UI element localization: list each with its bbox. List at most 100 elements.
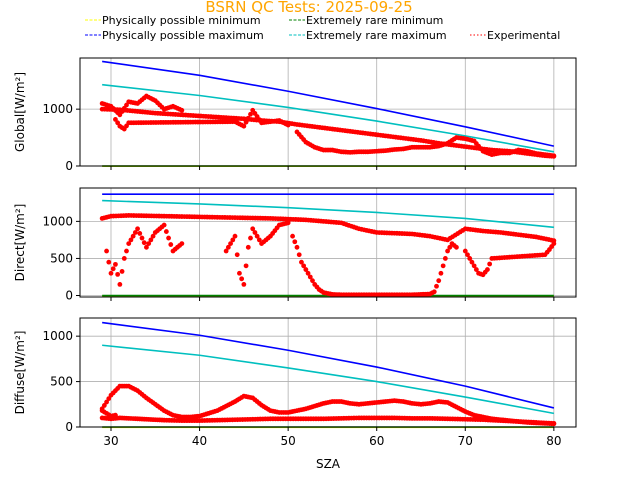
experimental-point xyxy=(471,263,477,269)
axes-frame xyxy=(79,317,577,428)
experimental-point xyxy=(115,120,121,126)
experimental-point xyxy=(126,241,132,247)
experimental-point xyxy=(294,244,300,250)
experimental-point xyxy=(144,244,149,250)
y-tick-label: 1000 xyxy=(42,329,73,343)
experimental-point xyxy=(290,233,295,239)
experimental-point xyxy=(119,269,125,274)
experimental-point xyxy=(285,220,291,226)
experimental-point xyxy=(465,252,470,258)
legend-entry: Extremely rare minimum xyxy=(289,14,443,27)
experimental-point xyxy=(230,237,236,243)
experimental-point xyxy=(113,412,118,418)
experimental-point xyxy=(296,252,302,258)
experimental-point xyxy=(113,261,118,267)
y-tick-label: 500 xyxy=(50,251,73,265)
series-line xyxy=(102,321,555,409)
experimental-point xyxy=(121,256,127,261)
series-line xyxy=(102,344,555,415)
experimental-point xyxy=(285,122,291,128)
experimental-point xyxy=(228,241,233,247)
legend-label: Extremely rare minimum xyxy=(306,14,443,27)
experimental-point xyxy=(469,259,475,265)
experimental-point xyxy=(179,241,185,247)
experimental-point xyxy=(115,271,121,277)
series-line xyxy=(102,199,554,229)
experimental-point xyxy=(179,107,185,113)
experimental-point xyxy=(108,270,114,276)
experimental-point xyxy=(135,226,140,232)
experimental-point xyxy=(124,248,129,254)
chart-title: BSRN QC Tests: 2025-09-25 xyxy=(205,0,412,16)
panel: 0 1000 Global[W/m²] xyxy=(13,57,577,173)
experimental-point xyxy=(110,266,116,272)
experimental-point xyxy=(113,116,118,122)
experimental-point xyxy=(234,252,240,258)
axes-frame xyxy=(79,57,577,167)
experimental-point xyxy=(467,256,473,261)
experimental-point xyxy=(307,274,313,280)
experimental-point xyxy=(473,267,479,272)
experimental-point xyxy=(104,248,109,254)
experimental-point xyxy=(241,123,247,129)
experimental-point xyxy=(248,235,253,241)
experimental-point xyxy=(139,235,145,241)
experimental-point xyxy=(239,276,245,282)
experimental-point xyxy=(117,281,123,287)
experimental-point xyxy=(168,242,174,247)
x-tick-label: 60 xyxy=(369,434,384,448)
x-axis-label: SZA xyxy=(316,457,341,471)
experimental-point xyxy=(447,244,453,250)
experimental-point xyxy=(487,261,493,267)
experimental-point xyxy=(223,248,229,254)
experimental-point xyxy=(434,283,439,289)
panels: 0 1000 Global[W/m²] 0 500 1000 Direct[W/m²] 0 50… xyxy=(13,57,577,448)
y-tick-label: 1000 xyxy=(42,214,73,228)
experimental-point xyxy=(248,111,253,117)
legend-label: Physically possible maximum xyxy=(102,29,264,42)
legend-label: Experimental xyxy=(487,29,560,42)
legend: Physically possible minimum Physically po… xyxy=(85,14,560,42)
experimental-point xyxy=(141,240,147,246)
experimental-point xyxy=(137,231,143,236)
legend-entry: Experimental xyxy=(470,29,560,42)
experimental-point xyxy=(225,244,231,250)
experimental-point xyxy=(301,263,307,269)
x-tick-label: 80 xyxy=(546,434,561,448)
legend-label: Physically possible minimum xyxy=(102,14,261,27)
y-tick-label: 0 xyxy=(65,420,73,434)
legend-entry: Physically possible maximum xyxy=(85,29,264,42)
experimental-point xyxy=(148,237,154,243)
experimental-point xyxy=(104,399,109,405)
experimental-point xyxy=(462,248,468,254)
experimental-point xyxy=(299,259,304,265)
experimental-point xyxy=(551,241,557,247)
experimental-point xyxy=(101,403,107,408)
experimental-point xyxy=(551,420,557,426)
x-tick-label: 40 xyxy=(192,434,207,448)
experimental-point xyxy=(106,259,112,265)
experimental-point xyxy=(252,230,258,235)
experimental-point xyxy=(163,229,169,234)
experimental-point xyxy=(305,270,311,276)
experimental-point xyxy=(245,115,251,121)
experimental-point xyxy=(128,237,134,243)
y-axis-label: Global[W/m²] xyxy=(13,72,27,152)
experimental-point xyxy=(250,226,256,232)
experimental-point xyxy=(438,270,444,276)
experimental-point xyxy=(132,230,138,235)
experimental-point xyxy=(292,239,298,245)
series-line xyxy=(102,60,555,147)
experimental-point xyxy=(442,256,448,261)
experimental-point xyxy=(445,248,450,254)
y-tick-label: 0 xyxy=(65,289,73,303)
experimental-point xyxy=(150,233,156,239)
experimental-point xyxy=(232,233,238,239)
y-tick-label: 500 xyxy=(50,375,73,389)
experimental-point xyxy=(436,278,442,284)
experimental-point xyxy=(245,244,251,250)
experimental-point xyxy=(241,281,247,287)
legend-entry: Extremely rare maximum xyxy=(289,29,447,42)
panel: 0 500 1000 Direct[W/m²] xyxy=(13,187,577,303)
